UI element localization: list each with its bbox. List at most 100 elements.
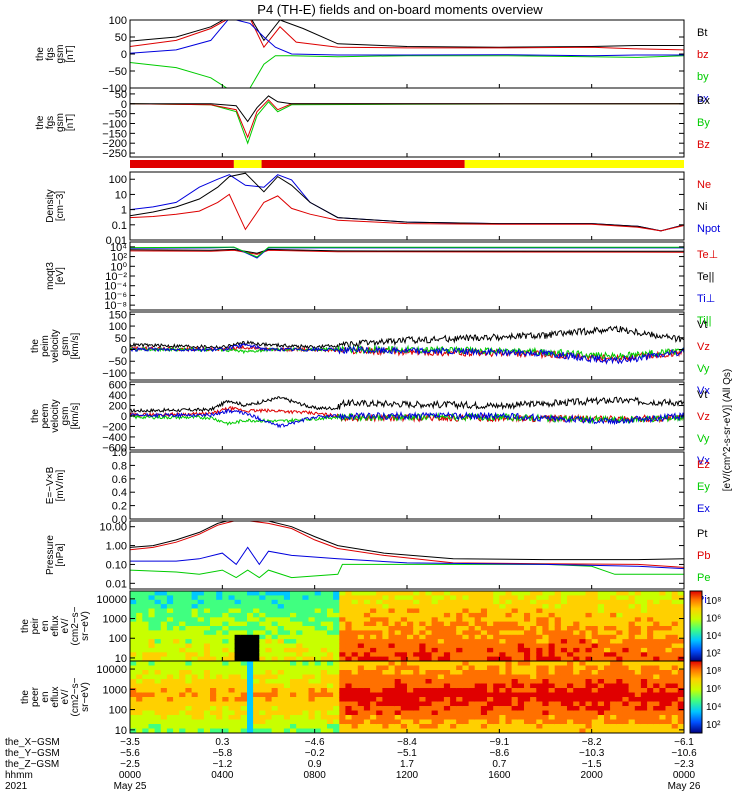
heatmap-cell (462, 697, 470, 703)
heatmap-cell (357, 697, 365, 703)
heatmap-cell (210, 652, 217, 658)
heatmap-cell (548, 621, 556, 627)
heatmap-cell (259, 692, 267, 698)
y-tick-label: −50 (108, 66, 127, 78)
heatmap-cell (462, 679, 470, 685)
heatmap-cell (327, 697, 334, 703)
heatmap-cell (480, 670, 488, 676)
heatmap-cell (302, 728, 310, 733)
heatmap-cell (487, 719, 494, 725)
heatmap-cell (468, 630, 476, 636)
heatmap-cell (413, 612, 420, 618)
heatmap-cell (597, 612, 605, 618)
heatmap-cell (622, 652, 630, 658)
heatmap-cell (573, 719, 580, 725)
heatmap-cell (185, 599, 193, 605)
heatmap-cell (425, 724, 433, 730)
heatmap-cell (327, 679, 334, 685)
heatmap-cell (382, 688, 390, 694)
heatmap-cell (634, 652, 642, 658)
heatmap-cell (474, 604, 482, 610)
heatmap-cell (634, 665, 642, 671)
heatmap-cell (345, 656, 353, 661)
heatmap-cell (560, 647, 568, 653)
heatmap-cell (166, 612, 174, 618)
heatmap-cell (480, 674, 488, 680)
heatmap-cell (277, 595, 285, 601)
heatmap-cell (247, 679, 254, 685)
heatmap-cell (210, 608, 217, 614)
heatmap-cell (505, 679, 513, 685)
heatmap-cell (505, 639, 513, 645)
heatmap-cell (173, 656, 180, 661)
heatmap-cell (179, 621, 186, 627)
heatmap-cell (228, 595, 236, 601)
heatmap-cell (197, 688, 205, 694)
heatmap-cell (283, 710, 291, 716)
heatmap-cell (665, 724, 673, 730)
heatmap-cell (413, 688, 420, 694)
heatmap-cell (370, 639, 377, 645)
heatmap-cell (154, 595, 162, 601)
heatmap-cell (197, 617, 205, 623)
heatmap-cell (530, 608, 537, 614)
heatmap-cell (327, 665, 334, 671)
heatmap-cell (203, 643, 211, 649)
heatmap-cell (585, 670, 593, 676)
panel-frame (129, 311, 685, 381)
heatmap-cell (597, 595, 605, 601)
heatmap-cell (585, 626, 593, 631)
x-row-label: 2021 (5, 781, 28, 792)
heatmap-cell (271, 639, 279, 645)
heatmap-cell (591, 612, 599, 618)
heatmap-cell (388, 661, 396, 667)
y-axis-label: moqt3 (45, 262, 56, 290)
heatmap-cell (394, 656, 402, 661)
heatmap-cell (376, 643, 383, 649)
heatmap-cell (185, 595, 193, 601)
heatmap-cell (351, 706, 359, 712)
heatmap-cell (653, 630, 660, 636)
heatmap-cell (154, 604, 162, 610)
heatmap-cell (277, 674, 285, 680)
heatmap-cell (579, 643, 587, 649)
y-axis-label: the (35, 115, 46, 129)
heatmap-cell (671, 626, 679, 631)
heatmap-cell (468, 701, 476, 707)
heatmap-cell (567, 715, 574, 721)
heatmap-cell (265, 706, 273, 712)
heatmap-cell (431, 719, 439, 725)
y-tick-label: 10 (115, 725, 127, 737)
heatmap-cell (259, 591, 267, 596)
y-tick-label: 1000 (103, 614, 127, 626)
heatmap-cell (511, 679, 519, 685)
heatmap-cell (179, 724, 186, 730)
heatmap-cell (425, 608, 433, 614)
heatmap-cell (567, 670, 574, 676)
heatmap-cell (130, 595, 137, 601)
heatmap-cell (536, 670, 544, 676)
heatmap-cell (585, 599, 593, 605)
y-tick-label: 100 (109, 321, 127, 333)
heatmap-cell (363, 719, 371, 725)
heatmap-cell (314, 630, 322, 636)
heatmap-cell (443, 692, 451, 698)
heatmap-cell (160, 639, 168, 645)
legend-npot: Npot (697, 223, 720, 235)
heatmap-cell (499, 724, 507, 730)
x-tick-gsm-z: −2.3 (674, 759, 694, 770)
heatmap-cell (185, 634, 193, 640)
heatmap-cell (493, 719, 500, 725)
heatmap-cell (456, 674, 463, 680)
heatmap-cell (314, 728, 322, 733)
heatmap-cell (413, 710, 420, 716)
heatmap-cell (154, 674, 162, 680)
heatmap-cell (640, 612, 648, 618)
heatmap-cell (259, 670, 267, 676)
heatmap-cell (468, 728, 476, 733)
heatmap-cell (616, 683, 624, 689)
series-ti-line (130, 246, 684, 259)
heatmap-cell (351, 715, 359, 721)
heatmap-cell (456, 692, 463, 698)
